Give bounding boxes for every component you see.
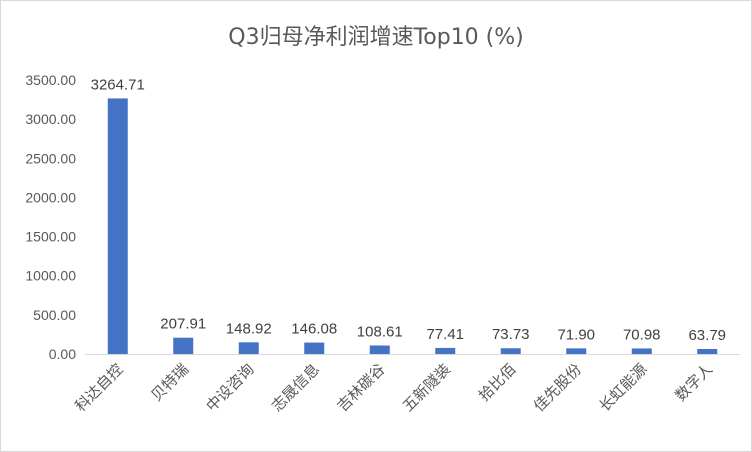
- bar: [369, 345, 390, 354]
- y-tick-label: 1500.00: [25, 229, 76, 245]
- data-label: 108.61: [357, 323, 403, 340]
- category-label: 长虹能源: [595, 360, 650, 415]
- y-tick-label: 500.00: [33, 307, 76, 323]
- bars: [107, 98, 718, 354]
- data-label: 71.90: [557, 326, 595, 343]
- category-label: 数字人: [672, 360, 717, 405]
- data-label: 70.98: [623, 326, 661, 343]
- bar: [304, 342, 325, 354]
- category-label: 佳先股份: [530, 360, 585, 415]
- y-axis: 0.00 500.00 1000.00 1500.00 2000.00 2500.00 30…: [25, 72, 76, 362]
- y-tick-label: 2500.00: [25, 150, 76, 166]
- y-tick-label: 0.00: [49, 346, 76, 362]
- bar: [238, 342, 259, 354]
- y-tick-label: 3500.00: [25, 72, 76, 88]
- category-label: 吉林碳谷: [333, 360, 388, 415]
- category-label: 科达自控: [71, 360, 126, 415]
- bar: [173, 337, 194, 354]
- data-label: 207.91: [160, 316, 206, 333]
- bar: [107, 98, 128, 354]
- data-label: 77.41: [426, 326, 464, 343]
- category-label: 贝特瑞: [148, 360, 193, 405]
- data-label: 73.73: [492, 326, 530, 343]
- data-label: 3264.71: [91, 76, 145, 93]
- data-label: 146.08: [291, 321, 337, 338]
- category-label: 志晟信息: [268, 360, 323, 415]
- data-labels: 3264.71 207.91 148.92 146.08 108.61 77.41 73.7…: [91, 76, 726, 344]
- category-label: 中设咨询: [202, 360, 257, 415]
- data-label: 63.79: [688, 327, 726, 344]
- bar: [435, 347, 456, 354]
- category-label: 拾比佰: [475, 360, 520, 405]
- chart-title: Q3归母净利润增速Top10 (%): [228, 25, 524, 50]
- bar: [631, 348, 652, 354]
- bar: [566, 348, 587, 354]
- bar: [500, 348, 521, 354]
- y-tick-label: 3000.00: [25, 111, 76, 127]
- category-labels: 科达自控 贝特瑞 中设咨询 志晟信息 吉林碳谷 五新隧装 拾比佰 佳先股份 长虹能源 数字人: [71, 360, 716, 415]
- bar: [697, 349, 718, 354]
- data-label: 148.92: [226, 320, 272, 337]
- y-tick-label: 2000.00: [25, 189, 76, 205]
- y-tick-label: 1000.00: [25, 268, 76, 284]
- category-label: 五新隧装: [399, 360, 454, 415]
